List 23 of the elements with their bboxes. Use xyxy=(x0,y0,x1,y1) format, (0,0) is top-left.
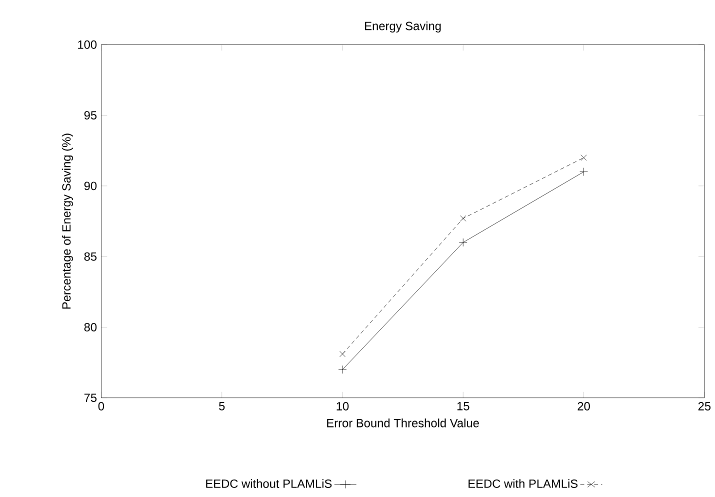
x-tick-label: 25 xyxy=(698,402,711,410)
x-axis-title: Error Bound Threshold Value xyxy=(327,418,479,428)
x-tick-label: 15 xyxy=(457,402,470,410)
legend-label: EEDC without PLAMLiS xyxy=(206,479,332,488)
y-tick-label: 80 xyxy=(84,322,97,332)
y-tick-label: 75 xyxy=(84,394,97,402)
point xyxy=(580,154,587,161)
x-tick-label: 0 xyxy=(98,402,104,410)
y-tick-label: 100 xyxy=(78,40,97,49)
legend-label: EEDC with PLAMLiS xyxy=(468,479,578,488)
point xyxy=(338,365,347,374)
point xyxy=(580,168,588,176)
x-tick-label: 5 xyxy=(219,402,225,410)
point xyxy=(460,215,466,222)
y-tick-label: 85 xyxy=(84,252,97,261)
point xyxy=(458,238,468,247)
x-tick-label: 10 xyxy=(336,402,349,410)
chart-title: Energy Saving xyxy=(365,21,441,33)
x-tick-label: 20 xyxy=(578,402,590,410)
y-tick-label: 90 xyxy=(84,182,97,190)
y-tick-label: 95 xyxy=(84,111,97,120)
point xyxy=(339,351,346,358)
y-axis-title: Percentage of Energy Saving (%) xyxy=(62,134,74,309)
